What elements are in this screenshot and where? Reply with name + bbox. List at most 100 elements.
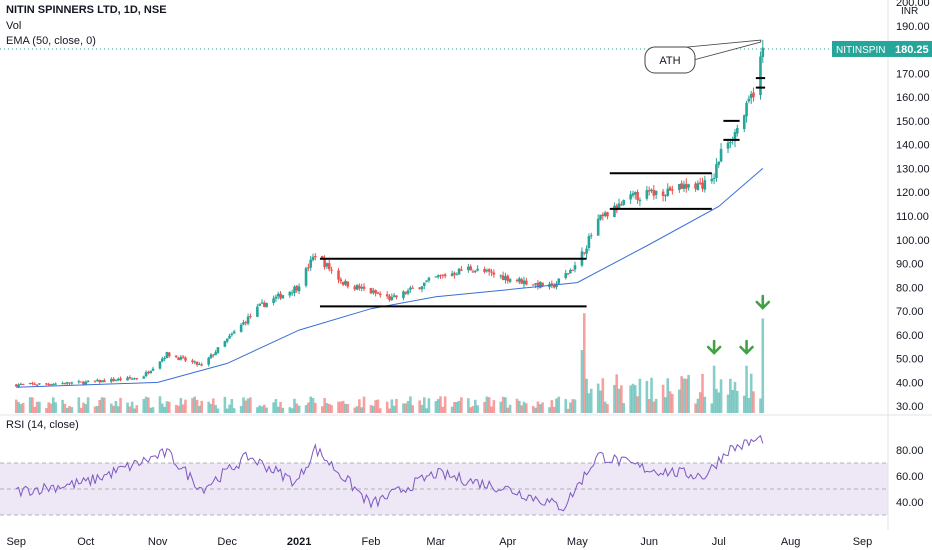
- volume-bar: [297, 405, 301, 413]
- volume-bar: [453, 401, 456, 413]
- volume-bar: [531, 406, 535, 413]
- volume-bar: [715, 388, 718, 413]
- volume-bar: [742, 395, 746, 413]
- volume-bar: [63, 403, 67, 413]
- candle-body: [191, 360, 194, 362]
- candle-body: [476, 268, 479, 271]
- price-tick-label: 70.00: [896, 306, 924, 318]
- candle-body: [28, 382, 32, 384]
- candle-body: [116, 378, 120, 381]
- volume-bar: [518, 400, 521, 413]
- candle-body: [325, 263, 329, 267]
- volume-bar: [279, 401, 282, 413]
- candle-body: [165, 352, 169, 358]
- volume-bar: [733, 381, 737, 413]
- rsi-label: RSI (14, close): [6, 419, 79, 431]
- candle-body: [710, 179, 714, 182]
- volume-bar: [38, 401, 41, 413]
- candle-body: [469, 266, 472, 271]
- candle-body: [128, 377, 132, 379]
- volume-bar: [395, 398, 398, 413]
- candle-body: [337, 270, 340, 280]
- volume-bar: [309, 396, 312, 413]
- volume-bar: [184, 399, 187, 413]
- candle-body: [200, 364, 204, 366]
- candle-body: [717, 161, 721, 165]
- candle-body: [411, 287, 414, 289]
- volume-bar: [35, 401, 39, 413]
- volume-bar: [687, 374, 690, 413]
- volume-bar: [682, 378, 686, 413]
- candle-body: [249, 315, 252, 317]
- volume-bar: [79, 407, 83, 413]
- volume-bar: [684, 378, 688, 413]
- candle-body: [293, 286, 296, 293]
- volume-bar: [109, 403, 113, 413]
- candle-body: [587, 236, 591, 249]
- volume-bar: [320, 406, 324, 413]
- candle-body: [242, 322, 245, 325]
- volume-bar: [552, 406, 556, 413]
- candle-body: [420, 286, 424, 290]
- candle-body: [49, 384, 53, 386]
- candle-body: [232, 331, 236, 334]
- volume-bar: [82, 402, 85, 413]
- volume-bars: [14, 313, 765, 413]
- volume-bar: [98, 399, 101, 413]
- volume-bar: [225, 408, 229, 413]
- candle-body: [573, 265, 577, 270]
- candle-body: [103, 380, 106, 383]
- volume-bar: [256, 407, 259, 413]
- volume-bar: [603, 401, 607, 413]
- price-tag-symbol: NITINSPIN: [836, 45, 885, 56]
- volume-bar: [460, 397, 463, 413]
- price-tag-value: 180.25: [895, 44, 929, 56]
- volume-bar: [499, 401, 503, 413]
- candle-body: [119, 378, 122, 381]
- volume-bar: [571, 399, 574, 413]
- volume-bar: [77, 397, 81, 413]
- volume-bar: [281, 407, 285, 413]
- volume-bar: [369, 404, 373, 413]
- candle-body: [617, 203, 621, 210]
- time-tick-label: May: [567, 536, 588, 548]
- volume-bar: [200, 400, 204, 413]
- candle-body: [518, 278, 521, 282]
- candle-body: [35, 384, 39, 386]
- volume-bar: [133, 408, 136, 413]
- candle-body: [566, 273, 570, 275]
- volume-bar: [96, 405, 99, 413]
- volume-bar: [49, 403, 53, 413]
- candle-body: [557, 278, 561, 284]
- candle-body: [295, 285, 299, 291]
- volume-bar: [664, 397, 667, 413]
- volume-bar: [615, 374, 619, 413]
- volume-bar: [70, 407, 74, 413]
- candle-body: [98, 379, 101, 383]
- candle-body: [564, 273, 568, 278]
- volume-bar: [260, 406, 264, 413]
- price-tick-label: 100.00: [896, 235, 930, 247]
- candle-body: [304, 268, 308, 286]
- price-tick-label: 50.00: [896, 354, 924, 366]
- candle-body: [272, 298, 275, 303]
- volume-bar: [355, 406, 359, 413]
- volume-bar: [726, 394, 730, 413]
- volume-bar: [471, 406, 475, 413]
- volume-bar: [61, 399, 64, 413]
- price-tick-label: 200.00: [896, 0, 930, 9]
- candle-body: [256, 306, 259, 317]
- volume-bar: [548, 407, 551, 413]
- volume-bar: [541, 402, 544, 413]
- volume-bar: [719, 379, 723, 413]
- volume-bar: [425, 408, 428, 413]
- candle-body: [439, 275, 442, 277]
- candle-body: [622, 200, 625, 205]
- volume-bar: [304, 405, 308, 413]
- candle-body: [93, 380, 97, 382]
- volume-bar: [14, 399, 18, 413]
- rsi-tick-label: 40.00: [896, 497, 924, 509]
- candle-body: [330, 269, 333, 271]
- volume-bar: [339, 401, 343, 413]
